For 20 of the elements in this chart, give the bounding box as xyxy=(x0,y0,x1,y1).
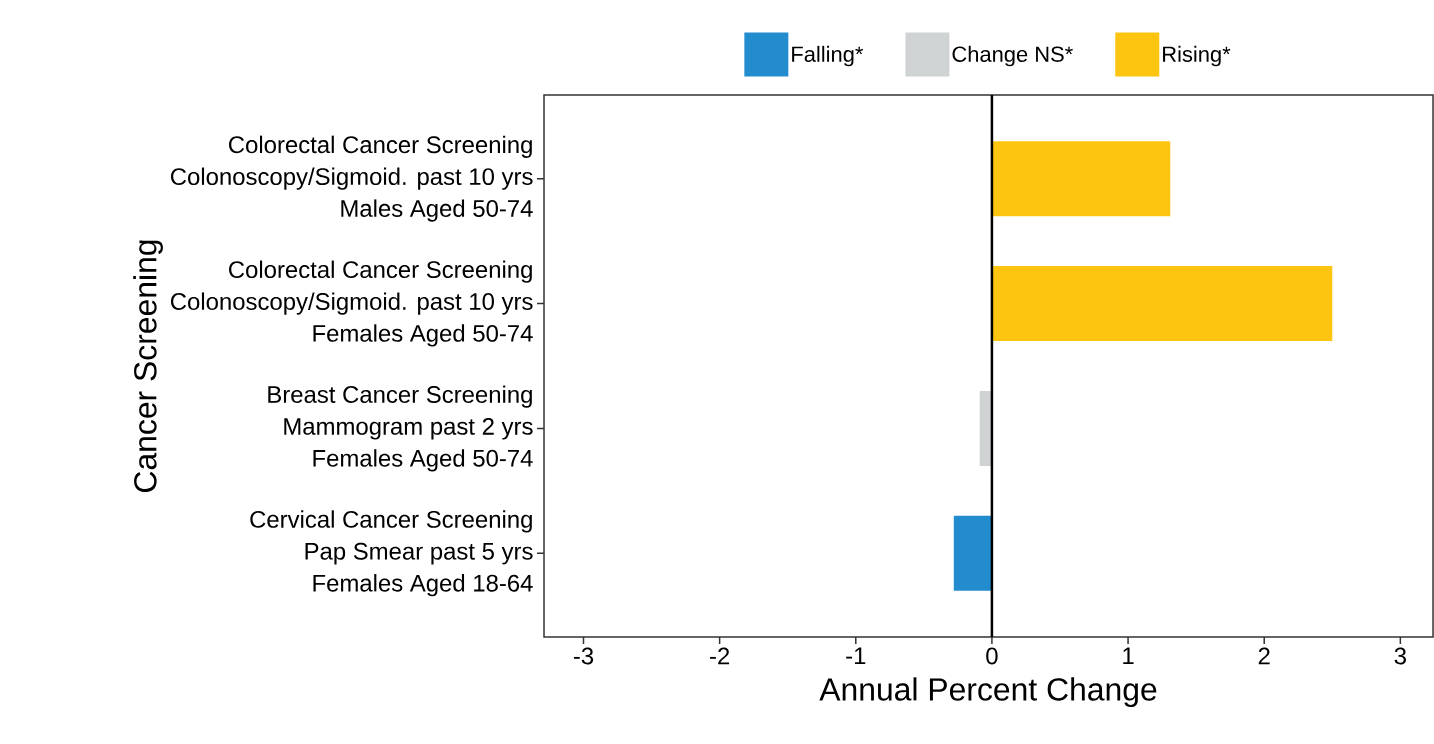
x-tick-label: 2 xyxy=(1258,647,1270,665)
x-tick-label: -1 xyxy=(846,647,866,664)
legend-label: Rising* xyxy=(1163,45,1231,67)
x-tick-label: -2 xyxy=(710,647,730,665)
bar xyxy=(991,141,1171,217)
y-tick-label: Cervical Cancer Screening Pap Smear past 5 yrs Females Aged 18-64 xyxy=(250,510,533,597)
y-tick-label: Colorectal Cancer Screening Colonoscopy/Sigmoid. past 10 yrs Females Aged 50-74 xyxy=(170,260,533,347)
bar xyxy=(979,390,992,466)
legend-label: Change NS* xyxy=(952,45,1073,67)
x-tick-label: 0 xyxy=(986,647,998,665)
y-tick-label: Colorectal Cancer Screening Colonoscopy/Sigmoid. past 10 yrs Males Aged 50-74 xyxy=(170,135,533,222)
legend-label: Falling* xyxy=(792,45,864,67)
y-tick-label: Breast Cancer Screening Mammogram past 2 yrs Females Aged 50-74 xyxy=(268,385,533,472)
bar xyxy=(953,515,992,591)
y-axis-title: Cancer Screening xyxy=(133,240,163,492)
x-axis-title: Annual Percent Change xyxy=(819,677,1157,708)
x-tick-label: 1 xyxy=(1123,647,1134,664)
bar xyxy=(991,266,1333,342)
x-tick-label: 3 xyxy=(1394,647,1406,665)
x-tick-label: -3 xyxy=(573,647,594,665)
